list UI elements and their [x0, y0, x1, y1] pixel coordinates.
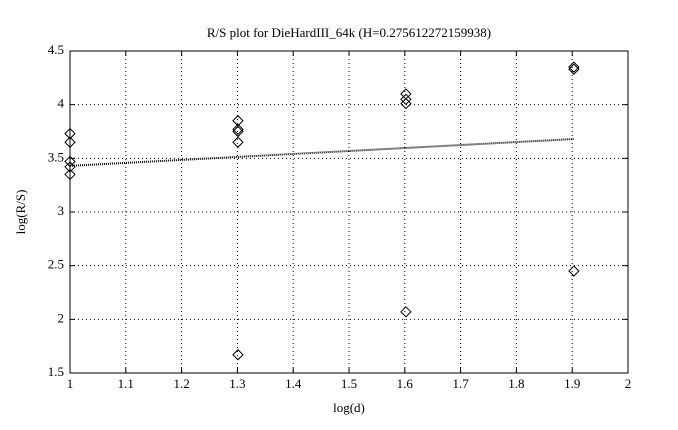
data-point: [400, 97, 412, 110]
data-point: [232, 115, 244, 127]
x-tick-label: 1.7: [452, 376, 469, 391]
data-point: [64, 168, 76, 181]
chart-title: R/S plot for DieHardIII_64k (H=0.2756122…: [207, 25, 491, 40]
fit-line: [69, 138, 574, 167]
data-point: [232, 123, 244, 136]
data-point: [64, 161, 76, 173]
y-tick-label: 2: [58, 310, 65, 325]
data-point: [64, 127, 76, 140]
x-tick-label: 1.1: [118, 376, 134, 391]
data-point: [568, 61, 580, 73]
x-tick-label: 1.2: [173, 376, 189, 391]
x-tick-label: 1.9: [564, 376, 580, 391]
x-tick-label: 1.8: [508, 376, 524, 391]
data-point: [400, 306, 412, 318]
x-tick-label: 2: [625, 376, 632, 391]
data-point: [64, 155, 76, 168]
x-tick-label: 1.3: [229, 376, 245, 391]
x-axis-label: log(d): [333, 400, 365, 415]
data-point: [232, 125, 244, 138]
y-tick-label: 1.5: [48, 364, 64, 379]
y-tick-label: 2.5: [48, 257, 64, 272]
data-point: [400, 93, 412, 106]
y-tick-label: 4: [58, 96, 65, 111]
data-point: [568, 63, 580, 75]
y-axis-label: log(R/S): [13, 190, 28, 235]
y-tick-label: 3: [58, 203, 65, 218]
x-tick-label: 1.5: [341, 376, 357, 391]
x-tick-label: 1.4: [285, 376, 302, 391]
y-tick-label: 4.5: [48, 42, 64, 57]
data-point: [232, 136, 244, 148]
data-point: [232, 349, 244, 361]
data-point: [64, 136, 76, 148]
y-tick-label: 3.5: [48, 149, 64, 164]
data-point: [568, 265, 580, 277]
x-tick-label: 1: [67, 376, 74, 391]
x-tick-label: 1.6: [397, 376, 414, 391]
